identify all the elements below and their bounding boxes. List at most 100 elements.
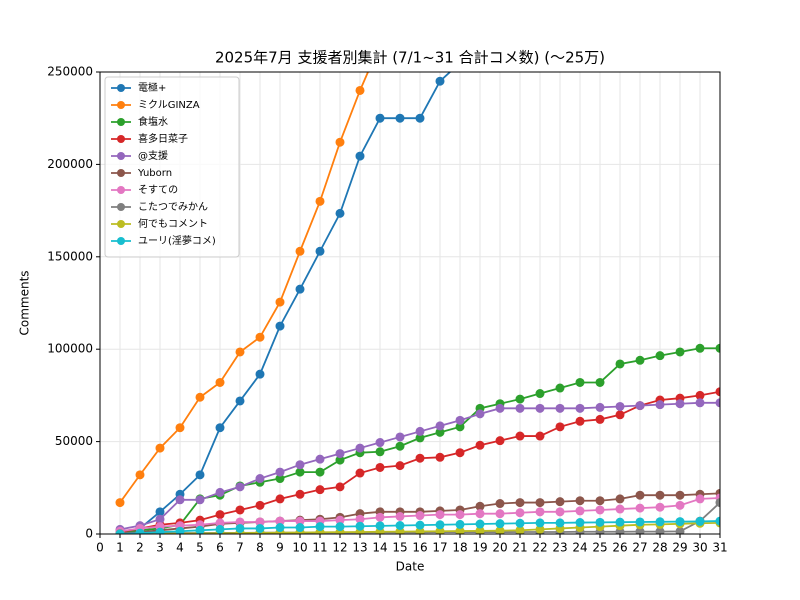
point: [695, 516, 705, 526]
point: [675, 517, 685, 527]
point: [515, 525, 525, 534]
point: [335, 208, 345, 218]
point: [635, 490, 645, 500]
x-tick-label: 19: [472, 541, 487, 555]
point: [615, 517, 625, 527]
point: [235, 523, 245, 533]
point: [255, 332, 265, 342]
point: [135, 470, 145, 480]
legend-marker: [117, 101, 125, 109]
x-tick-label: 5: [196, 541, 204, 555]
point: [395, 511, 405, 521]
point: [155, 443, 165, 453]
point: [495, 509, 505, 519]
x-tick-label: 29: [672, 541, 687, 555]
plot-area: [115, 72, 720, 534]
point: [655, 351, 665, 361]
point: [335, 515, 345, 525]
point: [115, 498, 125, 508]
x-tick-label: 28: [652, 541, 667, 555]
point: [715, 343, 720, 353]
point: [455, 526, 465, 534]
x-tick-label: 27: [632, 541, 647, 555]
x-tick-label: 13: [352, 541, 367, 555]
point: [675, 399, 685, 409]
point: [455, 510, 465, 520]
point: [395, 520, 405, 530]
point: [175, 526, 185, 534]
point: [235, 482, 245, 492]
x-tick-label: 31: [712, 541, 727, 555]
point: [495, 519, 505, 529]
y-tick-label: 150000: [47, 249, 93, 263]
x-tick-label: 1: [116, 541, 124, 555]
point: [495, 526, 505, 534]
point: [535, 389, 545, 399]
point: [415, 113, 425, 123]
legend-marker: [117, 135, 125, 143]
point: [155, 527, 165, 534]
point: [715, 398, 720, 408]
legend-label: ミクルGINZA: [138, 99, 200, 111]
point: [515, 431, 525, 441]
point: [475, 440, 485, 450]
legend-label: Yuborn: [137, 168, 172, 179]
x-tick-label: 7: [236, 541, 244, 555]
point: [415, 520, 425, 530]
point: [695, 494, 705, 504]
point: [215, 518, 225, 528]
point: [275, 297, 285, 307]
x-tick-label: 8: [256, 541, 264, 555]
point: [275, 474, 285, 484]
point: [635, 355, 645, 365]
x-tick-label: 26: [612, 541, 627, 555]
point: [455, 415, 465, 425]
point: [575, 506, 585, 516]
point: [415, 433, 425, 443]
point: [255, 523, 265, 533]
x-tick-label: 20: [492, 541, 507, 555]
point: [275, 494, 285, 504]
point: [675, 490, 685, 500]
point: [215, 510, 225, 520]
legend-box: [104, 76, 240, 258]
point: [275, 321, 285, 331]
point: [475, 409, 485, 419]
point: [355, 514, 365, 524]
axes-frame: [99, 71, 721, 535]
x-tick-label: 18: [452, 541, 467, 555]
legend-label: そすての: [138, 184, 178, 196]
point: [175, 423, 185, 433]
point: [535, 403, 545, 413]
x-tick-label: 14: [372, 541, 387, 555]
chart-title: 2025年7月 支援者別集計 (7/1~31 合計コメ数) (〜25万): [215, 49, 605, 67]
point: [335, 522, 345, 532]
x-tick-label: 6: [216, 541, 224, 555]
x-tick-label: 10: [292, 541, 307, 555]
x-tick-label: 25: [592, 541, 607, 555]
legend-label: 食塩水: [138, 115, 168, 128]
point: [695, 390, 705, 400]
point: [575, 518, 585, 528]
point: [415, 511, 425, 521]
point: [435, 421, 445, 431]
legend-marker: [117, 237, 125, 245]
point: [415, 426, 425, 436]
point: [375, 447, 385, 457]
point: [395, 461, 405, 471]
point: [615, 494, 625, 504]
point: [235, 517, 245, 527]
point: [375, 438, 385, 448]
legend-marker: [117, 186, 125, 194]
y-tick-label: 100000: [47, 342, 93, 356]
point: [335, 449, 345, 459]
point: [615, 401, 625, 411]
point: [695, 343, 705, 353]
point: [295, 467, 305, 477]
point: [715, 498, 720, 508]
x-tick-label: 16: [412, 541, 427, 555]
point: [175, 495, 185, 505]
point: [715, 516, 720, 526]
x-tick-label: 24: [572, 541, 587, 555]
